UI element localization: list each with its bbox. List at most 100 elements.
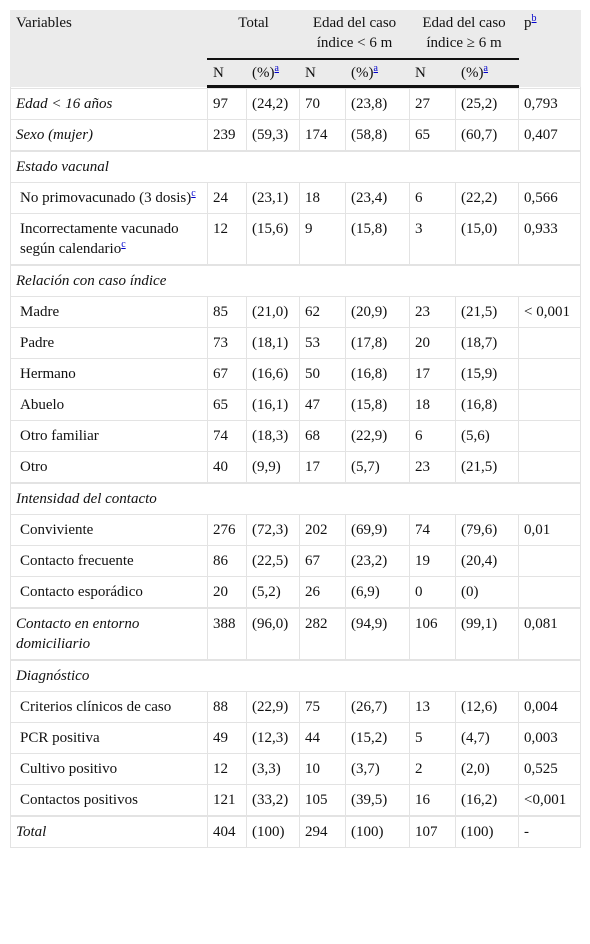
cell: 49 xyxy=(207,722,247,754)
footnote-ref: c xyxy=(121,239,125,250)
data-row: Otro 40 (9,9) 17 (5,7) 23 (21,5) xyxy=(10,451,582,483)
cell: 50 xyxy=(299,358,347,390)
cell: (24,2) xyxy=(245,88,301,120)
cell: (15,8) xyxy=(345,213,411,265)
row-label: Otro xyxy=(10,451,208,483)
section-row: Estado vacunal xyxy=(9,151,582,183)
cell: 20 xyxy=(409,327,457,359)
label-text: PCR positiva xyxy=(20,730,100,746)
label-text: Incorrectamente vacunado según calendari… xyxy=(20,221,179,257)
cell: 0,003 xyxy=(518,722,582,754)
row-label: Madre xyxy=(10,296,208,328)
data-row: Contacto frecuente 86 (22,5) 67 (23,2) 19 (20,… xyxy=(10,545,582,577)
data-row: Cultivo positivo 12 (3,3) 10 (3,7) 2 (2,0) 0,52… xyxy=(10,753,582,785)
cell: (3,7) xyxy=(345,753,411,785)
cell: (2,0) xyxy=(455,753,520,785)
cell: 174 xyxy=(299,119,347,151)
cell: (25,2) xyxy=(455,88,520,120)
label-text: Contacto en entorno domiciliario xyxy=(16,616,140,652)
section-title: Estado vacunal xyxy=(9,151,582,183)
cell: 18 xyxy=(409,389,457,421)
cell: 74 xyxy=(409,514,457,546)
cell: 70 xyxy=(299,88,347,120)
label-text: Total xyxy=(16,824,47,840)
cell: (15,0) xyxy=(455,213,520,265)
cell: 13 xyxy=(409,691,457,723)
cell: 17 xyxy=(299,451,347,483)
cell: 23 xyxy=(409,451,457,483)
table-body: Edad < 16 años 97 (24,2) 70 (23,8) 27 (25,2) 0,… xyxy=(9,86,582,848)
cell: 73 xyxy=(207,327,247,359)
label-text: Sexo (mujer) xyxy=(16,127,94,143)
row-label: Conviviente xyxy=(10,514,208,546)
footnote-link[interactable]: c xyxy=(121,239,126,250)
cell: (39,5) xyxy=(345,784,411,816)
cell: 17 xyxy=(409,358,457,390)
label-text: No primovacunado (3 dosis) xyxy=(20,190,192,206)
cell: (23,4) xyxy=(345,182,411,214)
cell: 67 xyxy=(207,358,247,390)
cell: (96,0) xyxy=(245,608,301,660)
cell: (94,9) xyxy=(345,608,411,660)
row-label: Sexo (mujer) xyxy=(10,119,208,151)
cell: (15,2) xyxy=(345,722,411,754)
cell: (22,9) xyxy=(345,420,411,452)
data-row: Otro familiar 74 (18,3) 68 (22,9) 6 (5,6) xyxy=(10,420,582,452)
cell: (16,2) xyxy=(455,784,520,816)
footnote-link[interactable]: a xyxy=(274,63,279,74)
subheader: N xyxy=(299,58,347,88)
footnote-link[interactable]: a xyxy=(373,63,378,74)
cell: 282 xyxy=(299,608,347,660)
row-label: Incorrectamente vacunado según calendari… xyxy=(10,213,208,265)
cell: 276 xyxy=(207,514,247,546)
subheader: N xyxy=(207,58,247,88)
cell: - xyxy=(518,816,582,848)
cell: (16,1) xyxy=(245,389,301,421)
row-label: Hermano xyxy=(10,358,208,390)
label-text: Otro xyxy=(20,459,48,475)
cell xyxy=(518,389,582,421)
label-text: Otro familiar xyxy=(20,428,99,444)
cell: 20 xyxy=(207,576,247,608)
cell: (26,7) xyxy=(345,691,411,723)
cell: 0 xyxy=(409,576,457,608)
data-row: Padre 73 (18,1) 53 (17,8) 20 (18,7) xyxy=(10,327,582,359)
cell: (22,2) xyxy=(455,182,520,214)
cell: 65 xyxy=(207,389,247,421)
data-row: Conviviente 276 (72,3) 202 (69,9) 74 (79,6) 0,0… xyxy=(10,514,582,546)
data-row: Madre 85 (21,0) 62 (20,9) 23 (21,5) < 0,001 xyxy=(10,296,582,328)
cell: 12 xyxy=(207,753,247,785)
cell: 53 xyxy=(299,327,347,359)
cell: (16,8) xyxy=(455,389,520,421)
cell: 74 xyxy=(207,420,247,452)
cell: 62 xyxy=(299,296,347,328)
label-text: Criterios clínicos de caso xyxy=(20,699,172,715)
cell: 5 xyxy=(409,722,457,754)
cell: (100) xyxy=(245,816,301,848)
footnote-link[interactable]: a xyxy=(483,63,488,74)
cell: 294 xyxy=(299,816,347,848)
data-row: Hermano 67 (16,6) 50 (16,8) 17 (15,9) xyxy=(10,358,582,390)
cell: (6,9) xyxy=(345,576,411,608)
cell: <0,001 xyxy=(518,784,582,816)
cell: (72,3) xyxy=(245,514,301,546)
footnote-ref: a xyxy=(374,63,378,74)
subheader: (%)a xyxy=(455,58,520,88)
footnote-link[interactable]: b xyxy=(531,13,537,24)
cell: 105 xyxy=(299,784,347,816)
cell: (15,6) xyxy=(245,213,301,265)
cell: 0,793 xyxy=(518,88,582,120)
row-label: Contacto esporádico xyxy=(10,576,208,608)
cell: (9,9) xyxy=(245,451,301,483)
cell: 0,004 xyxy=(518,691,582,723)
label-text: Madre xyxy=(20,304,60,320)
cell: (23,1) xyxy=(245,182,301,214)
cell: (15,8) xyxy=(345,389,411,421)
cell: 9 xyxy=(299,213,347,265)
cell: (12,3) xyxy=(245,722,301,754)
footnote-link[interactable]: c xyxy=(191,188,196,199)
cell: (20,4) xyxy=(455,545,520,577)
subheader: (%)a xyxy=(345,58,411,88)
cell xyxy=(518,576,582,608)
cell: (4,7) xyxy=(455,722,520,754)
